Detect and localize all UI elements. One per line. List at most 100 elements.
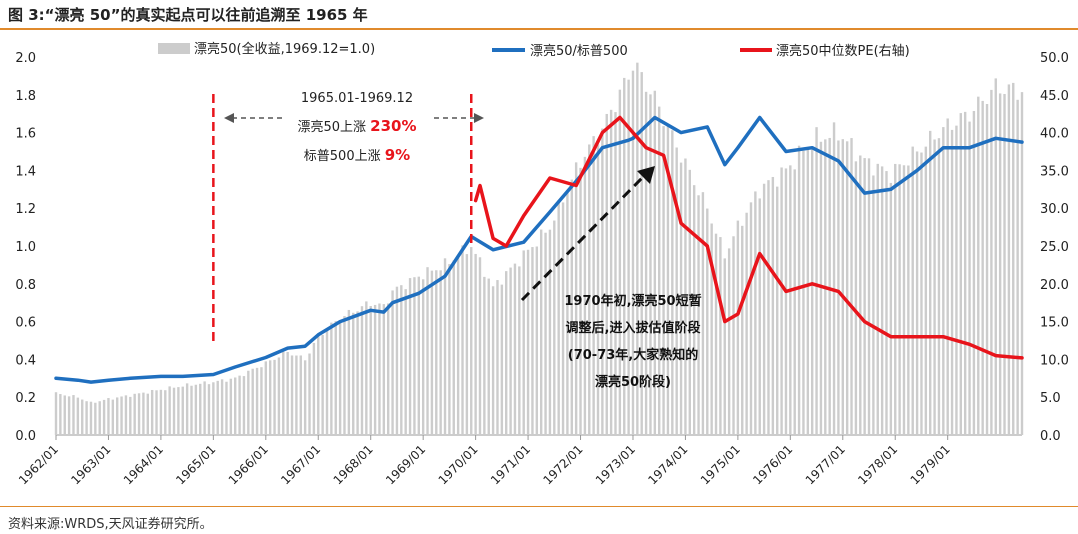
y-right-tick-label: 10.0 [1040,353,1069,368]
bar [212,382,215,435]
bar [478,257,482,435]
bar [124,395,128,435]
bar [1016,99,1019,435]
y-left-tick-label: 0.8 [15,278,36,293]
bar [513,263,517,435]
bar [290,355,294,435]
bar [1007,84,1011,436]
y-left-tick-label: 1.0 [15,240,36,255]
bar [120,396,123,435]
note-line: 调整后,进入拔估值阶段 [566,320,701,336]
bar [697,195,700,435]
bar [137,393,141,435]
bar [413,277,416,435]
bar [277,357,281,435]
bar [408,278,412,435]
bar [225,381,228,435]
bar [474,253,477,435]
bar [806,147,810,435]
bar [776,186,779,435]
bar [522,250,525,435]
bar [828,137,831,435]
x-tick-label: 1962/01 [16,442,61,487]
bar [710,223,713,435]
bar [841,139,844,435]
bar [159,389,163,435]
bar [902,165,906,435]
bar [470,247,473,435]
bar [273,359,276,435]
bar [998,93,1002,435]
x-tick-label: 1979/01 [908,442,953,487]
period-label: 1965.01-1969.12 [301,91,413,106]
bar [229,378,233,435]
bar [793,169,796,436]
bar [251,368,254,435]
bar [963,111,967,436]
bar [981,100,984,435]
bar [819,141,823,435]
bar [448,264,451,435]
bar [561,202,565,435]
bar [745,212,748,435]
bar [465,254,469,435]
bar [566,192,569,435]
bar [797,145,801,435]
bar [369,306,372,435]
bar [216,380,219,435]
bar [378,303,381,435]
bar [832,122,836,435]
y-right-tick-label: 20.0 [1040,278,1069,293]
bar [854,161,858,435]
bar [885,171,888,435]
bar [303,360,307,435]
bar [150,389,154,435]
bar [950,129,954,435]
bar [937,138,941,435]
bar [666,124,670,436]
bar [142,392,145,435]
bar [810,146,814,435]
bar [658,106,661,435]
x-tick-label: 1977/01 [803,442,848,487]
bar [601,128,604,435]
bar [596,144,600,435]
bar [391,290,394,435]
bar [553,220,556,435]
p50-rise-label: 漂亮50上涨 [297,119,370,135]
bar [741,225,744,435]
bar [190,385,193,435]
x-tick-label: 1969/01 [383,442,428,487]
bar [435,270,438,435]
bar [968,121,971,436]
bar [915,151,919,435]
bar [203,381,206,435]
bar [749,202,753,435]
bar [815,127,818,435]
bar [487,278,490,435]
bar [146,393,149,435]
bar [719,237,722,435]
bar [985,103,989,435]
bar [548,229,552,435]
bar [338,320,342,435]
bar [395,286,399,435]
y-left-tick-label: 1.2 [15,202,36,217]
bar [81,399,84,435]
source-note: 资料来源:WRDS,天风证券研究所。 [8,517,213,532]
bar [268,360,272,435]
bar [732,236,735,435]
bar [352,312,355,435]
bar [334,321,337,435]
bar [692,185,696,435]
bar [872,175,875,435]
left-arrow-head [224,113,234,123]
bar [583,156,587,435]
bar [317,335,320,435]
bar [675,147,678,435]
bar [623,77,626,436]
bar [382,304,386,435]
bar [802,150,805,436]
bar [644,91,648,436]
y-right-tick-label: 40.0 [1040,127,1069,142]
